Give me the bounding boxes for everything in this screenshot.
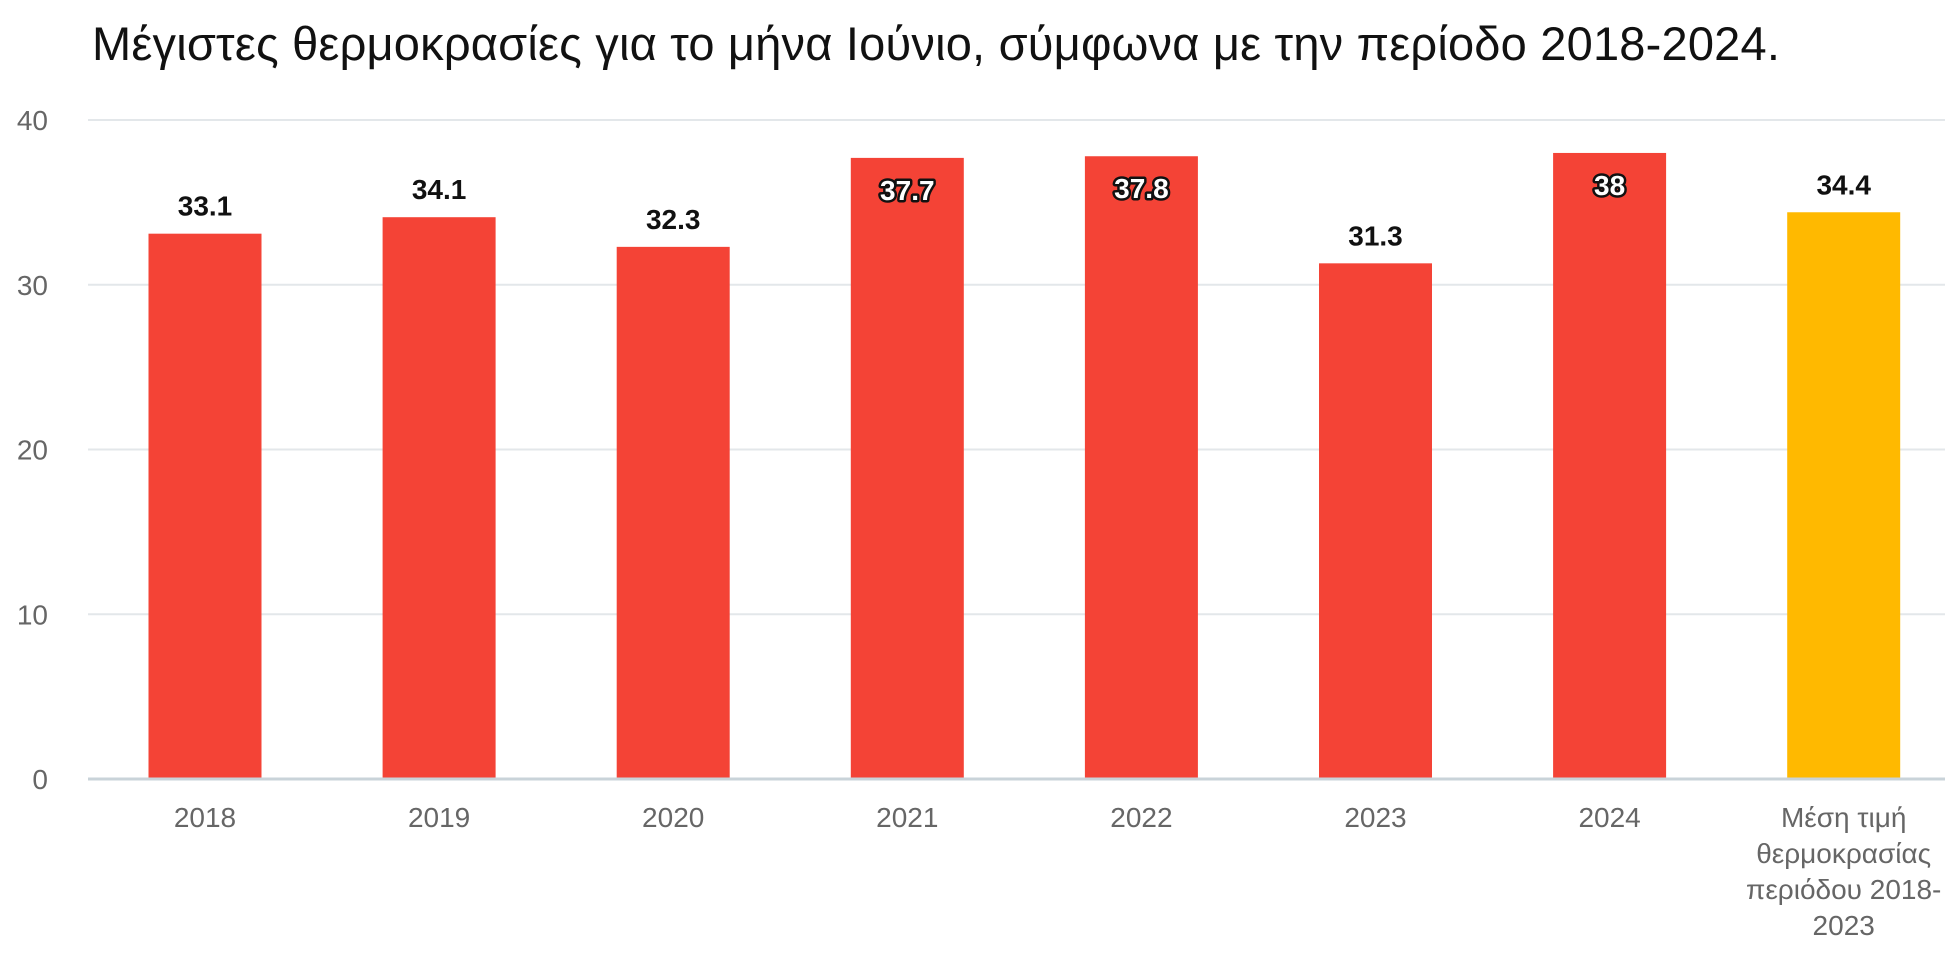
gridlines	[88, 119, 1945, 616]
data-label: 37.8	[1114, 173, 1169, 204]
bar-2018	[148, 233, 262, 780]
y-tick-label: 0	[32, 764, 48, 795]
x-axis-categories: 2018 2019 2020 2021 2022 2023 2024 Μέση τιμή θερ…	[174, 802, 1942, 941]
data-label: 34.1	[412, 174, 467, 205]
y-tick-label: 10	[17, 599, 48, 630]
bar-2022	[1084, 156, 1198, 779]
y-tick-label: 20	[17, 435, 48, 466]
x-category-label: 2020	[642, 802, 704, 833]
y-axis-ticks: 0 10 20 30 40	[17, 105, 48, 795]
bars	[148, 152, 1901, 780]
x-category-label: 2018	[174, 802, 236, 833]
data-label: 37.7	[880, 175, 935, 206]
bar-2019	[382, 217, 496, 779]
data-label: 32.3	[646, 204, 701, 235]
x-category-label: 2023	[1344, 802, 1406, 833]
bar-2021	[850, 157, 964, 779]
x-category-label: 2019	[408, 802, 470, 833]
x-category-label: 2021	[876, 802, 938, 833]
data-labels: 33.1 34.1 32.3 37.7 37.8 31.3 38 34.4	[178, 167, 1872, 251]
bar-2024	[1553, 152, 1667, 779]
chart-title: Μέγιστες θερμοκρασίες για το μήνα Ιούνιο…	[92, 17, 1781, 70]
y-tick-label: 30	[17, 270, 48, 301]
y-tick-label: 40	[17, 105, 48, 136]
data-label: 31.3	[1348, 220, 1403, 251]
x-category-label: 2022	[1110, 802, 1172, 833]
x-category-label: Μέση τιμή	[1781, 802, 1906, 833]
bar-2020	[616, 246, 730, 780]
data-label: 34.4	[1816, 169, 1871, 200]
bar-Μέση τιμή θερμοκρασίας περιόδου 2018-2023	[1787, 212, 1901, 779]
x-category-label: 2023	[1813, 910, 1875, 941]
x-category-label: περιόδου 2018-	[1746, 874, 1941, 905]
data-label: 38	[1594, 170, 1625, 201]
bar-2023	[1319, 263, 1432, 779]
x-category-label: θερμοκρασίας	[1756, 838, 1931, 869]
data-label: 33.1	[178, 191, 233, 222]
x-category-label: 2024	[1578, 802, 1640, 833]
